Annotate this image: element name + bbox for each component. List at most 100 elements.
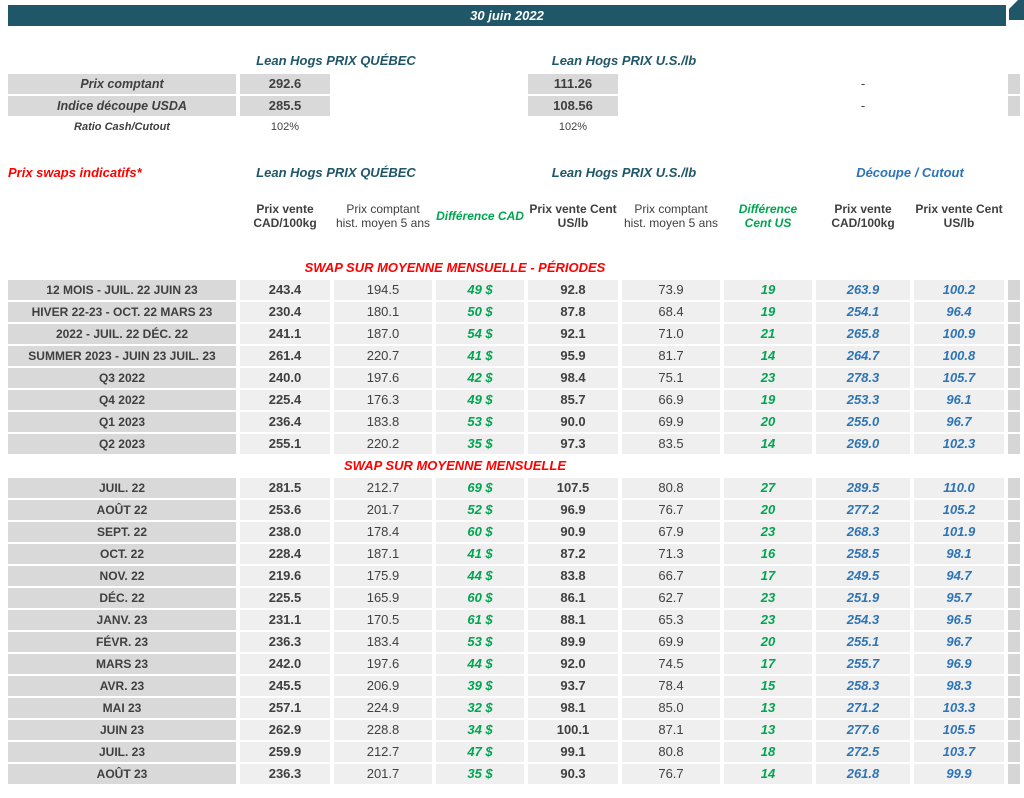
table-row: JUIN 23 262.9 228.8 34 $100.1 87.1 13 277.6 105… [8,720,1024,740]
row-label: MARS 23 [8,654,236,674]
hist-avg-us-cell: 87.1 [622,720,720,740]
hist-avg-cad-cell: 201.7 [334,500,432,520]
difference-cad-cell: 32 $ [436,698,524,718]
sell-price-cad-cell: 236.3 [240,632,330,652]
hist-avg-us-cell: 76.7 [622,500,720,520]
monthly-table: JUIL. 22 281.5 212.7 69 $107.5 80.8 27 289.5 11… [0,478,1024,784]
ratio-us-value: 102% [558,121,588,133]
clipped-next-column-cell [1008,676,1020,696]
empty-cell [914,74,1004,94]
sell-price-us-cell: 97.3 [528,434,618,454]
sell-price-cad-cell: 257.1 [240,698,330,718]
cutout-sell-cad-cell: 255.7 [816,654,910,674]
sell-price-us-cell: 89.9 [528,632,618,652]
hist-avg-us-cell: 76.7 [622,764,720,784]
sell-price-us-cell: 87.8 [528,302,618,322]
difference-cad-cell: 41 $ [436,544,524,564]
sell-price-cad-cell: 241.1 [240,324,330,344]
cutout-sell-cad-cell: 269.0 [816,434,910,454]
clipped-next-column-cell [1008,368,1020,388]
cutout-sell-us-cell: 96.5 [914,610,1004,630]
difference-us-cell: 23 [724,368,812,388]
table-row: FÉVR. 23 236.3 183.4 53 $89.9 69.9 20 255.1 96.… [8,632,1024,652]
table-row: SEPT. 22 238.0 178.4 60 $90.9 67.9 23 268.3 101… [8,522,1024,542]
swaps-us-header: Lean Hogs PRIX U.S./lb [551,165,697,180]
cutout-sell-cad-cell: 254.1 [816,302,910,322]
difference-us-cell: 27 [724,478,812,498]
row-label: AVR. 23 [8,676,236,696]
col-header-cutout-cad: Prix vente CAD/100kg [831,202,895,230]
difference-cad-cell: 69 $ [436,478,524,498]
cutout-sell-cad-cell: 278.3 [816,368,910,388]
sell-price-cad-cell: 225.4 [240,390,330,410]
row-label: Indice découpe USDA [8,96,236,116]
sell-price-us-cell: 92.8 [528,280,618,300]
difference-cad-cell: 49 $ [436,390,524,410]
table-row: Q3 2022 240.0 197.6 42 $98.4 75.1 23 278.3 105.… [8,368,1024,388]
spot-row-indice-decoupe: Indice découpe USDA 285.5 108.56 - [8,96,1024,116]
difference-cad-cell: 60 $ [436,588,524,608]
clipped-next-column-cell [1008,500,1020,520]
table-row: JUIL. 23 259.9 212.7 47 $99.1 80.8 18 272.5 103… [8,742,1024,762]
hist-avg-cad-cell: 206.9 [334,676,432,696]
cutout-sell-us-cell: 103.3 [914,698,1004,718]
clipped-next-column-cell [1008,346,1020,366]
empty-cell [334,74,432,94]
col-header-diff-us: Différence Cent US [738,202,798,230]
cutout-sell-cad-cell: 255.1 [816,632,910,652]
cutout-sell-cad-cell: 261.8 [816,764,910,784]
difference-cad-cell: 44 $ [436,566,524,586]
cutout-sell-cad-cell: 272.5 [816,742,910,762]
row-label: JANV. 23 [8,610,236,630]
empty-cell [622,74,720,94]
section-heading-periodes: SWAP SUR MOYENNE MENSUELLE - PÉRIODES [304,260,606,275]
clipped-next-column-cell [1008,610,1020,630]
clipped-next-column-cell [1008,96,1020,116]
difference-cad-cell: 35 $ [436,764,524,784]
table-row: AOÛT 23 236.3 201.7 35 $90.3 76.7 14 261.8 99.9 [8,764,1024,784]
ratio-quebec-value: 102% [270,121,300,133]
table-row: AOÛT 22 253.6 201.7 52 $96.9 76.7 20 277.2 105.… [8,500,1024,520]
row-label: FÉVR. 23 [8,632,236,652]
spot-row-ratio: Ratio Cash/Cutout 102% 102% [8,118,1024,136]
cutout-sell-cad-cell: 268.3 [816,522,910,542]
sell-price-us-cell: 83.8 [528,566,618,586]
hist-avg-cad-cell: 212.7 [334,478,432,498]
table-row: DÉC. 22 225.5 165.9 60 $86.1 62.7 23 251.9 95.7 [8,588,1024,608]
difference-us-cell: 14 [724,434,812,454]
difference-cad-cell: 53 $ [436,412,524,432]
spot-quebec-value: 285.5 [240,96,330,116]
cutout-sell-cad-cell: 251.9 [816,588,910,608]
sell-price-cad-cell: 219.6 [240,566,330,586]
spot-group-header-row: Lean Hogs PRIX QUÉBEC Lean Hogs PRIX U.S… [8,52,1024,70]
row-label: HIVER 22-23 - OCT. 22 MARS 23 [8,302,236,322]
hist-avg-us-cell: 62.7 [622,588,720,608]
cutout-sell-us-cell: 95.7 [914,588,1004,608]
section-heading-row: SWAP SUR MOYENNE MENSUELLE [8,456,1024,475]
spot-cutout-value: - [860,98,866,113]
difference-us-cell: 16 [724,544,812,564]
difference-us-cell: 19 [724,302,812,322]
difference-us-cell: 20 [724,412,812,432]
hist-avg-us-cell: 67.9 [622,522,720,542]
empty-cell [724,74,812,94]
hist-avg-us-cell: 69.9 [622,412,720,432]
hist-avg-cad-cell: 183.4 [334,632,432,652]
sell-price-us-cell: 87.2 [528,544,618,564]
clipped-next-column-cell [1008,720,1020,740]
hist-avg-cad-cell: 175.9 [334,566,432,586]
table-row: JANV. 23 231.1 170.5 61 $88.1 65.3 23 254.3 96.… [8,610,1024,630]
difference-cad-cell: 53 $ [436,632,524,652]
clipped-next-column-cell [1008,764,1020,784]
hist-avg-us-cell: 66.9 [622,390,720,410]
sell-price-cad-cell: 255.1 [240,434,330,454]
table-row: AVR. 23 245.5 206.9 39 $93.7 78.4 15 258.3 98.3 [8,676,1024,696]
sell-price-cad-cell: 245.5 [240,676,330,696]
difference-cad-cell: 47 $ [436,742,524,762]
hist-avg-us-cell: 85.0 [622,698,720,718]
empty-cell [724,96,812,116]
cutout-sell-us-cell: 100.8 [914,346,1004,366]
clipped-next-column-cell [1008,698,1020,718]
sell-price-cad-cell: 261.4 [240,346,330,366]
cutout-sell-cad-cell: 277.6 [816,720,910,740]
